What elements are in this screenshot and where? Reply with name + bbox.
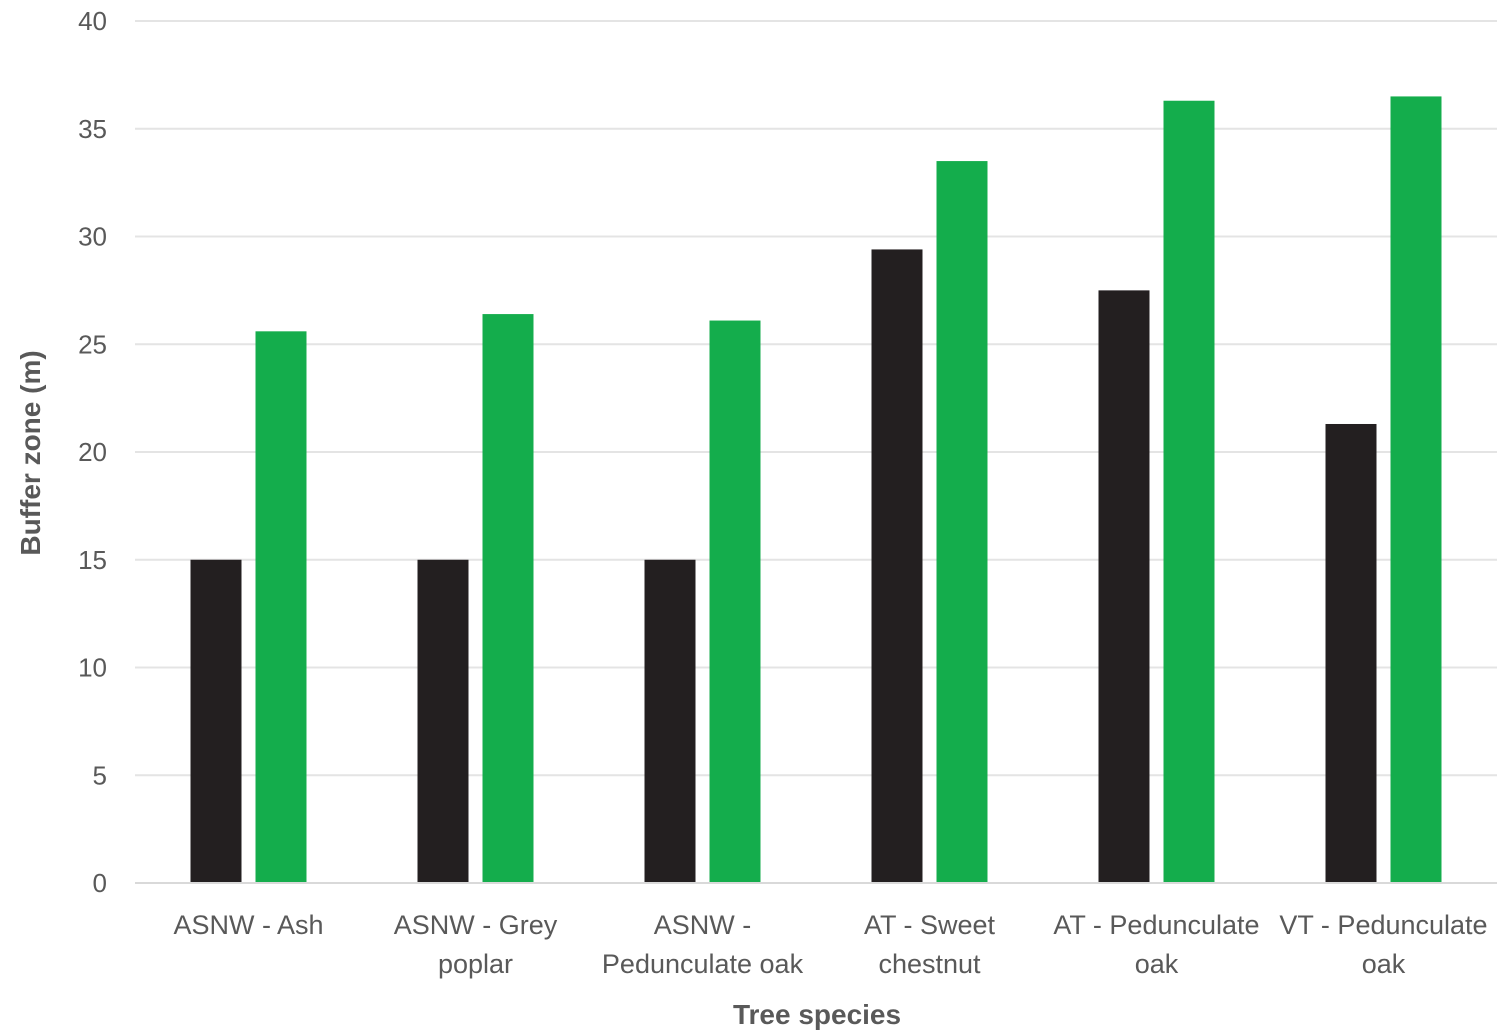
x-category-label: chestnut	[878, 949, 981, 979]
y-tick-label: 10	[78, 653, 107, 683]
y-tick-label: 5	[93, 760, 107, 790]
y-axis-ticks: 0 5 10 15 20 25 30 35 40	[78, 6, 107, 898]
x-category-label: ASNW - Grey	[394, 910, 558, 940]
bar-series-1	[190, 559, 242, 883]
x-category-label: oak	[1135, 949, 1179, 979]
bar-series-2	[1390, 96, 1442, 884]
y-tick-label: 35	[78, 114, 107, 144]
bar-series-2	[482, 314, 534, 884]
y-axis-title: Buffer zone (m)	[15, 350, 46, 555]
bar-series-1	[644, 559, 696, 883]
bar-series-1	[871, 249, 923, 883]
bar-series-1	[417, 559, 469, 883]
y-tick-label: 25	[78, 329, 107, 359]
y-tick-label: 40	[78, 6, 107, 36]
bar-series-1	[1098, 290, 1150, 883]
y-tick-label: 0	[93, 868, 107, 898]
x-category-label: oak	[1362, 949, 1406, 979]
bar-series-2	[709, 320, 761, 883]
bar-series-2	[255, 331, 307, 883]
x-category-label: AT - Pedunculate	[1053, 910, 1259, 940]
x-category-label: poplar	[438, 949, 513, 979]
bar-series-2	[1163, 100, 1215, 884]
x-category-label: ASNW -	[654, 910, 752, 940]
bar-series-1	[1325, 423, 1377, 883]
bars	[190, 96, 1442, 884]
x-axis-categories: ASNW - Ash ASNW - Grey poplar ASNW - Peduncu…	[173, 910, 1487, 979]
bar-series-2	[936, 161, 988, 883]
x-category-label: AT - Sweet	[864, 910, 996, 940]
gridlines	[135, 20, 1497, 777]
x-axis-title: Tree species	[733, 999, 901, 1030]
x-category-label: ASNW - Ash	[173, 910, 323, 940]
x-category-label: VT - Pedunculate	[1279, 910, 1487, 940]
y-tick-label: 20	[78, 437, 107, 467]
y-tick-label: 30	[78, 222, 107, 252]
x-category-label: Pedunculate oak	[602, 949, 804, 979]
y-tick-label: 15	[78, 545, 107, 575]
